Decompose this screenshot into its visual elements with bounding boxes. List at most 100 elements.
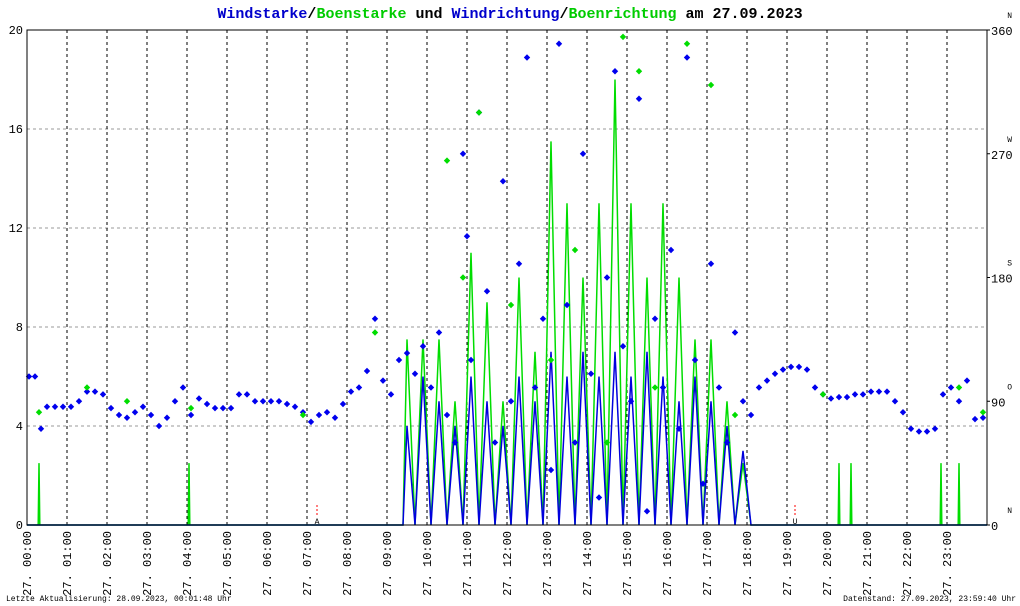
direction-point <box>755 384 763 391</box>
direction-point <box>43 403 51 410</box>
direction-point <box>819 391 827 398</box>
title-part: und <box>406 6 451 23</box>
direction-point <box>131 409 139 416</box>
y-tick-label: 20 <box>9 24 23 38</box>
direction-point <box>331 414 339 421</box>
direction-point <box>939 391 947 398</box>
direction-point <box>875 388 883 395</box>
direction-point <box>603 274 611 281</box>
direction-point <box>803 366 811 373</box>
title-part: / <box>307 6 316 23</box>
direction-point <box>547 466 555 474</box>
direction-point <box>483 288 491 295</box>
direction-point <box>379 377 387 384</box>
direction-point <box>851 391 859 398</box>
x-tick-label: 27. 09:00 <box>381 531 395 596</box>
direction-point <box>227 404 235 412</box>
direction-point <box>923 428 931 435</box>
direction-point <box>427 384 435 391</box>
direction-point <box>475 109 483 116</box>
direction-point <box>779 366 787 373</box>
direction-point <box>123 414 131 421</box>
direction-point <box>947 384 955 391</box>
direction-point <box>459 274 467 281</box>
direction-point <box>251 398 259 405</box>
direction-point <box>667 246 675 254</box>
direction-point <box>243 391 251 398</box>
direction-point <box>595 494 603 501</box>
direction-point <box>35 409 43 416</box>
direction-point <box>563 301 571 309</box>
direction-point <box>771 370 779 377</box>
direction-point <box>603 439 611 446</box>
direction-point <box>435 329 443 336</box>
x-tick-label: 27. 16:00 <box>661 531 675 596</box>
direction-point <box>515 260 523 267</box>
y-tick-label: 8 <box>16 321 23 335</box>
x-tick-label: 27. 22:00 <box>901 531 915 596</box>
direction-point <box>547 356 555 364</box>
direction-point <box>931 425 939 432</box>
direction-point <box>115 411 123 419</box>
direction-point <box>123 398 131 405</box>
direction-point <box>651 315 659 322</box>
x-tick-label: 27. 21:00 <box>861 531 875 596</box>
direction-point <box>31 373 39 380</box>
compass-label: W <box>1007 136 1012 145</box>
x-tick-label: 27. 07:00 <box>301 531 315 596</box>
direction-point <box>523 54 531 61</box>
direction-point <box>387 391 395 398</box>
direction-point <box>723 439 731 446</box>
direction-point <box>371 329 379 336</box>
direction-point <box>491 439 499 446</box>
direction-point <box>643 508 651 515</box>
direction-point <box>67 403 75 410</box>
x-tick-label: 27. 13:00 <box>541 531 555 596</box>
direction-point <box>299 411 307 419</box>
direction-point <box>83 384 91 391</box>
direction-point <box>675 425 683 432</box>
direction-point <box>147 411 155 419</box>
x-tick-label: 27. 00:00 <box>21 531 35 596</box>
direction-point <box>363 367 371 375</box>
compass-label: O <box>1007 383 1012 392</box>
direction-point <box>635 95 643 102</box>
x-tick-label: 27. 18:00 <box>741 531 755 596</box>
direction-point <box>187 404 195 412</box>
direction-point <box>395 356 403 364</box>
direction-point <box>579 150 587 157</box>
direction-point <box>307 418 315 426</box>
y-tick-label: 12 <box>9 222 23 236</box>
direction-point <box>467 356 475 364</box>
direction-point <box>699 480 707 487</box>
x-tick-label: 27. 06:00 <box>261 531 275 596</box>
x-tick-label: 27. 03:00 <box>141 531 155 596</box>
y2-tick-label: 90 <box>991 396 1005 410</box>
direction-point <box>275 398 283 405</box>
title-part: Boenstarke <box>316 6 406 23</box>
direction-point <box>211 404 219 412</box>
direction-point <box>571 439 579 446</box>
y2-tick-label: 0 <box>991 520 998 534</box>
direction-point <box>283 400 291 408</box>
direction-point <box>979 414 987 421</box>
annotation-label: A <box>315 518 320 527</box>
x-tick-label: 27. 17:00 <box>701 531 715 596</box>
direction-point <box>507 301 515 309</box>
direction-point <box>555 40 563 47</box>
direction-point <box>619 33 627 41</box>
x-tick-label: 27. 23:00 <box>941 531 955 596</box>
direction-point <box>731 411 739 419</box>
direction-point <box>707 260 715 267</box>
direction-point <box>867 388 875 395</box>
direction-point <box>883 388 891 395</box>
direction-point <box>371 315 379 322</box>
x-tick-label: 27. 10:00 <box>421 531 435 596</box>
direction-point <box>891 398 899 405</box>
direction-point <box>83 388 91 395</box>
y2-tick-label: 180 <box>991 273 1013 287</box>
direction-point <box>315 411 323 419</box>
direction-point <box>139 403 147 410</box>
direction-point <box>339 400 347 408</box>
